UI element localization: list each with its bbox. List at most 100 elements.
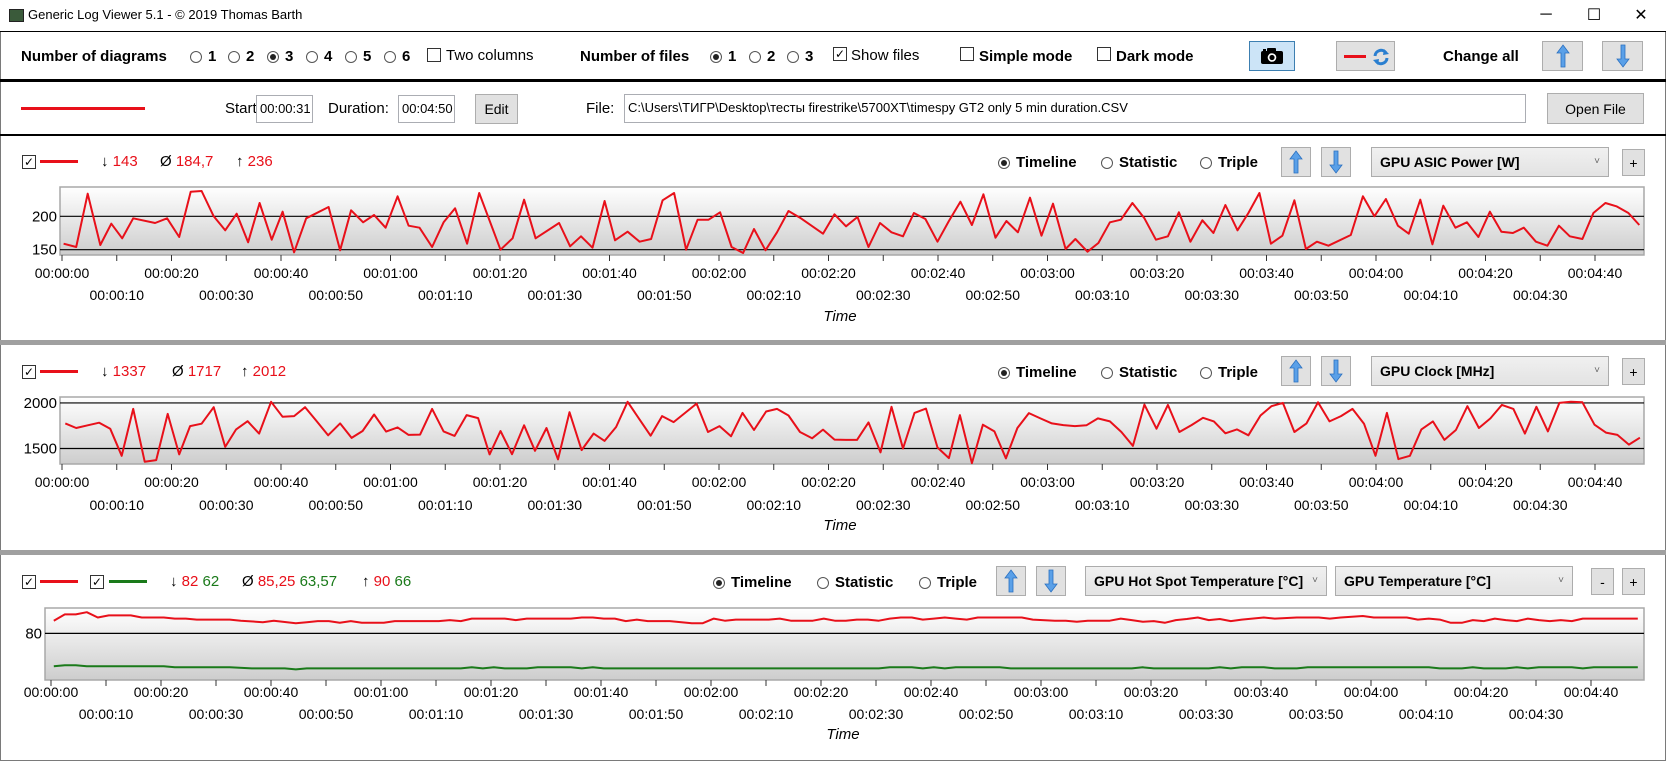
x-tick-label: 00:03:00 xyxy=(1014,684,1069,700)
close-button[interactable]: ✕ xyxy=(1634,7,1648,24)
two-columns-label: Two columns xyxy=(446,47,534,64)
x-tick-label: 00:00:40 xyxy=(244,684,299,700)
max-icon: ↑ xyxy=(241,363,249,380)
x-tick-label: 00:03:40 xyxy=(1234,684,1289,700)
mode-radio-triple[interactable] xyxy=(919,577,931,589)
arrow-up-icon xyxy=(1555,44,1570,68)
panel-splitter[interactable] xyxy=(0,550,1666,555)
diagrams-radio-2[interactable] xyxy=(228,51,240,63)
remove-channel-button[interactable]: - xyxy=(1591,568,1614,595)
maximize-button[interactable]: ☐ xyxy=(1586,7,1602,24)
swap-colors-button[interactable] xyxy=(1336,41,1395,71)
start-input[interactable]: 00:00:31 xyxy=(256,95,313,123)
x-tick-label: 00:02:50 xyxy=(959,706,1014,722)
files-radio-2[interactable] xyxy=(749,51,761,63)
x-tick-label: 00:00:20 xyxy=(144,265,199,281)
simple-mode-checkbox[interactable] xyxy=(960,47,974,61)
panel-splitter[interactable] xyxy=(0,340,1666,345)
mode-radio-triple[interactable] xyxy=(1200,157,1212,169)
x-tick-label: 00:04:30 xyxy=(1513,287,1568,303)
series-2-color-line[interactable] xyxy=(109,580,147,583)
move-up-button[interactable] xyxy=(996,566,1026,596)
x-tick-label: 00:03:10 xyxy=(1075,287,1130,303)
mode-radio-timeline[interactable] xyxy=(713,577,725,589)
minimize-button[interactable]: ─ xyxy=(1540,6,1552,23)
max-value: 2012 xyxy=(252,363,287,380)
avg-value: 85,25 xyxy=(257,573,296,590)
move-down-button[interactable] xyxy=(1321,356,1351,386)
x-tick-label: 00:00:10 xyxy=(90,497,145,513)
min-icon: ↓ xyxy=(101,153,109,170)
channel-2-select[interactable]: GPU Temperature [°C] ˅ xyxy=(1335,566,1573,596)
chevron-down-icon: ˅ xyxy=(1558,575,1564,586)
move-up-button[interactable] xyxy=(1281,147,1311,177)
open-file-button[interactable]: Open File xyxy=(1547,93,1644,124)
series-color-line[interactable] xyxy=(40,370,78,373)
arrow-down-icon xyxy=(1329,359,1343,383)
channel-select-value: GPU ASIC Power [W] xyxy=(1380,154,1520,170)
series-visible-checkbox[interactable]: ✓ xyxy=(22,365,36,379)
channel-select[interactable]: GPU Hot Spot Temperature [°C] ˅ xyxy=(1085,566,1327,596)
file-line-color[interactable] xyxy=(21,107,145,110)
x-tick-label: 00:03:40 xyxy=(1239,474,1294,490)
y-tick-label: 80 xyxy=(25,625,42,642)
change-all-down-button[interactable] xyxy=(1602,41,1643,71)
add-channel-button[interactable]: + xyxy=(1622,149,1645,176)
x-tick-label: 00:02:10 xyxy=(747,497,802,513)
mode-radio-statistic[interactable] xyxy=(1101,157,1113,169)
dark-mode-checkbox[interactable] xyxy=(1097,47,1111,61)
duration-input[interactable]: 00:04:50 xyxy=(398,95,455,123)
divider xyxy=(0,31,1666,32)
x-tick-label: 00:03:20 xyxy=(1124,684,1179,700)
add-channel-button[interactable]: + xyxy=(1622,358,1645,385)
series-visible-checkbox[interactable]: ✓ xyxy=(22,575,36,589)
diagrams-radio-1[interactable] xyxy=(190,51,202,63)
swap-icon xyxy=(1373,48,1389,66)
x-tick-label: 00:00:40 xyxy=(254,474,309,490)
x-tick-label: 00:02:20 xyxy=(801,265,856,281)
mode-radio-statistic[interactable] xyxy=(1101,367,1113,379)
x-tick-label: 00:00:30 xyxy=(189,706,244,722)
mode-radio-statistic[interactable] xyxy=(817,577,829,589)
mode-triple-label: Triple xyxy=(937,574,978,591)
y-tick-label: 1500 xyxy=(24,441,57,458)
file-path-input[interactable]: C:\Users\ТИГР\Desktop\тесты firestrike\5… xyxy=(624,94,1526,123)
two-columns-checkbox[interactable] xyxy=(427,48,441,62)
series-color-line[interactable] xyxy=(40,580,78,583)
arrow-down-icon xyxy=(1329,150,1343,174)
change-all-up-button[interactable] xyxy=(1542,41,1583,71)
mode-radio-triple[interactable] xyxy=(1200,367,1212,379)
diagrams-radio-3[interactable] xyxy=(267,51,279,63)
channel-select[interactable]: GPU Clock [MHz] ˅ xyxy=(1371,356,1609,386)
move-up-button[interactable] xyxy=(1281,356,1311,386)
x-tick-label: 00:01:10 xyxy=(418,497,473,513)
show-files-checkbox[interactable]: ✓ xyxy=(833,47,847,61)
series-visible-checkbox[interactable]: ✓ xyxy=(22,155,36,169)
move-down-button[interactable] xyxy=(1321,147,1351,177)
x-tick-label: 00:03:00 xyxy=(1020,474,1075,490)
mode-radio-timeline[interactable] xyxy=(998,367,1010,379)
x-tick-label: 00:01:50 xyxy=(629,706,684,722)
diagrams-radio-6[interactable] xyxy=(384,51,396,63)
channel-select[interactable]: GPU ASIC Power [W] ˅ xyxy=(1371,147,1609,177)
diagrams-radio-5[interactable] xyxy=(345,51,357,63)
diagrams-radio-4[interactable] xyxy=(306,51,318,63)
move-down-button[interactable] xyxy=(1036,566,1066,596)
x-tick-label: 00:00:00 xyxy=(35,265,90,281)
series-2-visible-checkbox[interactable]: ✓ xyxy=(90,575,104,589)
mode-radio-timeline[interactable] xyxy=(998,157,1010,169)
simple-mode-label: Simple mode xyxy=(979,48,1073,65)
files-radio-3[interactable] xyxy=(787,51,799,63)
add-channel-button[interactable]: + xyxy=(1622,568,1645,595)
files-radio-1[interactable] xyxy=(710,51,722,63)
duration-label: Duration: xyxy=(328,100,389,117)
edit-button[interactable]: Edit xyxy=(475,94,518,124)
mode-triple-label: Triple xyxy=(1218,154,1259,171)
x-tick-label: 00:00:30 xyxy=(199,287,254,303)
x-tick-label: 00:04:20 xyxy=(1454,684,1509,700)
x-tick-label: 00:04:30 xyxy=(1509,706,1564,722)
files-option-label: 3 xyxy=(805,48,814,65)
screenshot-button[interactable] xyxy=(1249,41,1295,71)
series-color-line[interactable] xyxy=(40,160,78,163)
x-tick-label: 00:02:20 xyxy=(794,684,849,700)
